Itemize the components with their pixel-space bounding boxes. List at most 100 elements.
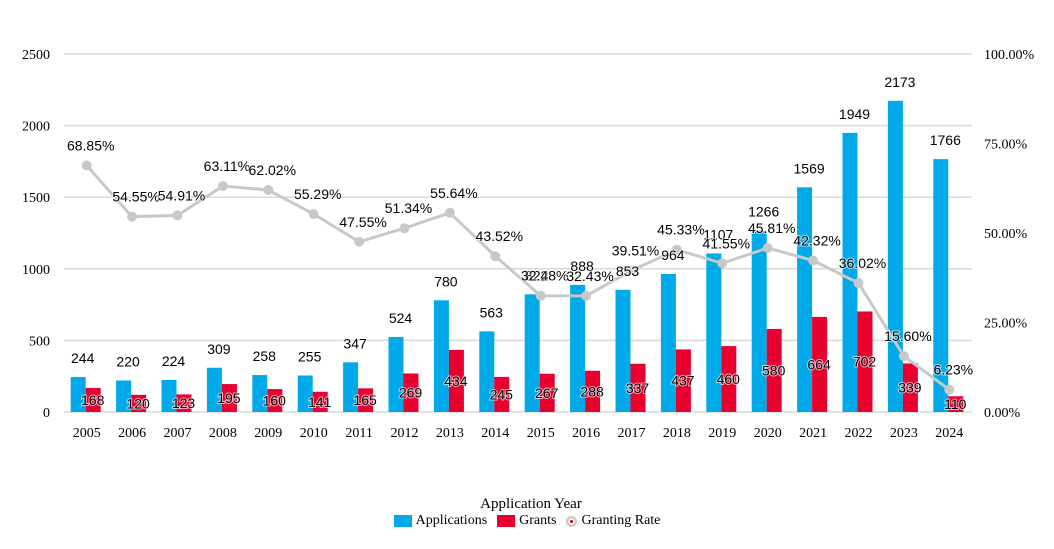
x-tick-label: 2024 xyxy=(935,426,963,441)
grants-bar xyxy=(85,387,101,412)
grants-bar xyxy=(312,391,328,412)
y-tick-label: 2000 xyxy=(22,120,50,135)
granting-rate-point xyxy=(172,210,183,221)
grants-value-label: 120 xyxy=(126,395,150,411)
legend: Applications Grants Granting Rate xyxy=(0,513,1054,529)
x-tick-label: 2018 xyxy=(663,426,691,441)
granting-rate-point xyxy=(581,290,592,301)
grants-bar xyxy=(721,346,737,412)
x-tick-label: 2019 xyxy=(708,426,736,441)
x-tick-label: 2012 xyxy=(391,426,419,441)
granting-rate-label: 32.43% xyxy=(566,268,613,284)
applications-value-label: 2173 xyxy=(884,74,915,90)
applications-value-label: 822 xyxy=(525,267,549,283)
x-tick-label: 2008 xyxy=(209,426,237,441)
x-tick-label: 2013 xyxy=(436,426,464,441)
granting-rate-point xyxy=(535,290,546,301)
granting-rate-point xyxy=(354,236,365,247)
granting-rate-point xyxy=(399,223,410,234)
grants-bar xyxy=(539,373,555,412)
applications-value-label: 1266 xyxy=(748,204,779,220)
grants-value-label: 337 xyxy=(626,380,650,396)
y2-tick-label: 75.00% xyxy=(984,138,1028,153)
applications-bar xyxy=(751,230,767,412)
granting-rate-point xyxy=(853,278,864,289)
y-axis-left: 0 500 1000 1500 2000 2500 xyxy=(22,48,50,421)
x-tick-label: 2022 xyxy=(845,426,873,441)
applications-bar xyxy=(252,375,268,412)
x-tick-label: 2005 xyxy=(73,426,101,441)
granting-rate-point xyxy=(444,207,455,218)
granting-rate-label: 39.51% xyxy=(612,243,659,259)
applications-value-label: 524 xyxy=(389,310,413,326)
applications-value-label: 347 xyxy=(343,335,367,351)
x-tick-label: 2006 xyxy=(118,426,146,441)
granting-rate-line xyxy=(85,164,951,391)
applications-value-label: 258 xyxy=(253,348,277,364)
legend-label-grants: Grants xyxy=(519,513,557,528)
granting-rate-label: 45.81% xyxy=(748,220,795,236)
applications-value-label: 1949 xyxy=(839,106,870,122)
granting-rate-label: 41.55% xyxy=(703,235,750,251)
rate-marker-icon xyxy=(566,515,578,527)
grants-bar xyxy=(675,349,691,412)
applications-value-label: 964 xyxy=(661,247,685,263)
grants-bar xyxy=(766,328,782,412)
granting-rate-point xyxy=(671,244,682,255)
applications-swatch xyxy=(393,515,412,527)
granting-rate-point xyxy=(717,258,728,269)
applications-bar xyxy=(70,377,86,412)
rate-line xyxy=(81,160,955,395)
grants-value-label: 269 xyxy=(399,385,423,401)
y2-tick-label: 25.00% xyxy=(984,317,1028,332)
granting-rate-point xyxy=(762,243,773,254)
granting-rate-point xyxy=(217,181,228,192)
y2-tick-label: 0.00% xyxy=(984,406,1021,421)
x-tick-label: 2011 xyxy=(345,426,372,441)
granting-rate-label: 51.34% xyxy=(385,200,432,216)
granting-rate-point xyxy=(127,211,138,222)
applications-value-label: 244 xyxy=(71,350,95,366)
applications-bar xyxy=(933,159,949,412)
grants-value-label: 437 xyxy=(671,373,695,389)
grants-bar xyxy=(448,349,464,412)
granting-rate-label: 36.02% xyxy=(839,255,886,271)
applications-value-label: 888 xyxy=(570,258,594,274)
applications-bar xyxy=(433,300,449,412)
applications-value-label: 853 xyxy=(616,263,640,279)
applications-value-label: 309 xyxy=(207,341,231,357)
applications-bar xyxy=(388,336,404,412)
granting-rate-point xyxy=(263,184,274,195)
grants-swatch xyxy=(497,515,516,527)
grants-bar xyxy=(358,388,374,412)
grants-bar xyxy=(630,363,646,412)
grants-bar xyxy=(585,370,601,412)
grants-value-label: 110 xyxy=(944,396,967,412)
y2-tick-label: 50.00% xyxy=(984,227,1028,242)
y-tick-label: 2500 xyxy=(22,48,50,63)
applications-bar xyxy=(706,253,722,412)
granting-rate-label: 32.48% xyxy=(521,268,568,284)
applications-bar xyxy=(343,362,359,412)
x-axis-title: Application Year xyxy=(480,496,582,512)
grants-bar xyxy=(494,376,510,412)
grants-bar xyxy=(221,384,237,412)
applications-bar xyxy=(206,367,222,412)
applications-bar xyxy=(797,187,813,412)
granting-rate-point xyxy=(490,251,501,262)
applications-bar xyxy=(479,331,495,412)
applications-bar xyxy=(161,379,177,412)
y-tick-label: 1500 xyxy=(22,191,50,206)
granting-rate-point xyxy=(898,351,909,362)
applications-value-label: 780 xyxy=(434,273,458,289)
grants-bar xyxy=(948,396,964,412)
legend-label-applications: Applications xyxy=(415,513,488,528)
y-tick-label: 500 xyxy=(29,334,50,349)
grants-value-label: 245 xyxy=(490,386,514,402)
legend-label-rate: Granting Rate xyxy=(581,513,661,528)
applications-value-label: 1107 xyxy=(703,226,733,242)
applications-bar xyxy=(297,375,313,412)
grants-value-label: 339 xyxy=(898,380,922,396)
granting-rate-label: 55.29% xyxy=(294,186,341,202)
grants-value-label: 702 xyxy=(853,354,877,370)
